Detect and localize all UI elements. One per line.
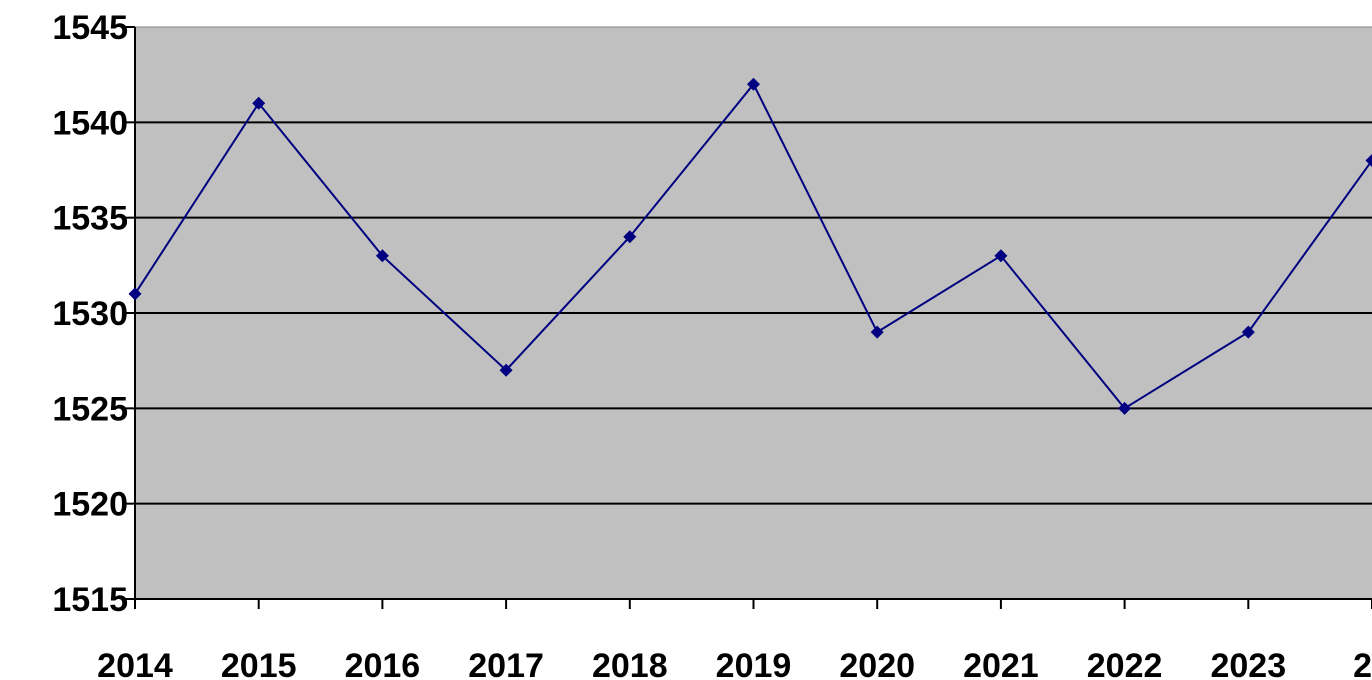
gridlines <box>135 121 1372 505</box>
y-tick-label: 1540 <box>52 104 128 142</box>
x-tick-label: 2014 <box>97 647 173 680</box>
x-tick-label: 2018 <box>592 647 668 680</box>
x-tick-label: 2016 <box>345 647 421 680</box>
tick-labels: 1515 1520 1525 1530 1535 1540 1545 2014 2015 2016… <box>52 9 1372 680</box>
y-tick-label: 1515 <box>52 581 128 619</box>
data-point-marker <box>1118 401 1132 415</box>
x-tick-label: 2023 <box>1210 647 1286 680</box>
y-tick-label: 1530 <box>52 295 128 333</box>
y-tick-label: 1520 <box>52 486 128 524</box>
data-point-marker <box>1365 153 1372 167</box>
x-tick-label: 2015 <box>221 647 297 680</box>
data-point-marker <box>252 96 266 110</box>
axes <box>125 26 1372 609</box>
y-tick-label: 1525 <box>52 390 128 428</box>
x-tick-label: 2019 <box>716 647 792 680</box>
y-tick-label: 1545 <box>52 9 128 47</box>
data-point-marker <box>375 249 389 263</box>
data-point-marker <box>1241 325 1255 339</box>
series-layer <box>128 77 1372 415</box>
data-point-marker <box>128 287 142 301</box>
x-tick-label: 20 <box>1353 647 1372 680</box>
x-tick-label: 2021 <box>963 647 1039 680</box>
data-point-marker <box>747 77 760 91</box>
data-point-marker <box>870 325 884 339</box>
data-point-marker <box>623 230 637 244</box>
y-tick-label: 1535 <box>52 200 128 238</box>
x-tick-label: 2017 <box>468 647 544 680</box>
x-tick-label: 2022 <box>1087 647 1163 680</box>
x-tick-label: 2020 <box>839 647 915 680</box>
data-point-marker <box>994 249 1008 263</box>
data-point-marker <box>499 363 513 377</box>
